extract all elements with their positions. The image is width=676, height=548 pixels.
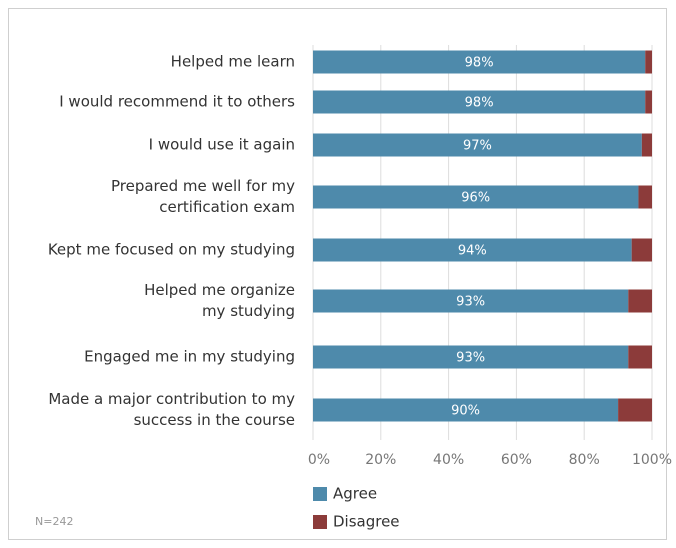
- bar-segment: [645, 50, 652, 74]
- note: N=242: [35, 515, 73, 528]
- data-label: 93%: [456, 351, 485, 366]
- category-label: Engaged me in my studying: [84, 347, 295, 366]
- category-label: Helped me learn: [170, 52, 295, 71]
- bar-segment: [618, 398, 652, 422]
- bar-segment: [313, 185, 639, 209]
- data-label: 96%: [461, 191, 490, 206]
- x-tick-label: 60%: [501, 452, 532, 468]
- category-label: I would recommend it to others: [59, 92, 295, 111]
- x-tick-label: 100%: [632, 452, 672, 468]
- bar-segment: [313, 398, 619, 422]
- x-tick-label: 80%: [569, 452, 600, 468]
- x-tick-label: 20%: [365, 452, 396, 468]
- data-label: 98%: [465, 96, 494, 111]
- category-label: Made a major contribution to my success …: [48, 390, 295, 429]
- bar-segment: [313, 133, 642, 157]
- bar-segment: [313, 238, 632, 262]
- x-tick-label: 0%: [308, 452, 330, 468]
- bar-segment: [628, 345, 652, 369]
- data-label: 90%: [451, 404, 480, 419]
- category-label: Prepared me well for my certification ex…: [110, 177, 295, 216]
- category-label: I would use it again: [148, 135, 295, 154]
- category-label: Helped me organize my studying: [144, 281, 295, 320]
- frame: [8, 8, 667, 540]
- category-label: Kept me focused on my studying: [47, 240, 295, 259]
- bar-segment: [645, 90, 652, 114]
- data-label: 94%: [458, 244, 487, 259]
- data-label: 97%: [463, 139, 492, 154]
- bar-segment: [628, 289, 652, 313]
- bar-segment: [313, 289, 629, 313]
- bar-segment: [313, 90, 646, 114]
- legend-label: Disagree: [333, 513, 400, 531]
- bar-segment: [638, 185, 652, 209]
- x-tick-label: 40%: [433, 452, 464, 468]
- bar-segment: [641, 133, 652, 157]
- data-label: 98%: [465, 56, 494, 71]
- bar-segment: [631, 238, 652, 262]
- legend-swatch: [313, 487, 327, 501]
- bar-segment: [313, 345, 629, 369]
- legend-label: Agree: [333, 485, 377, 503]
- data-label: 93%: [456, 295, 485, 310]
- legend-swatch: [313, 515, 327, 529]
- bar-segment: [313, 50, 646, 74]
